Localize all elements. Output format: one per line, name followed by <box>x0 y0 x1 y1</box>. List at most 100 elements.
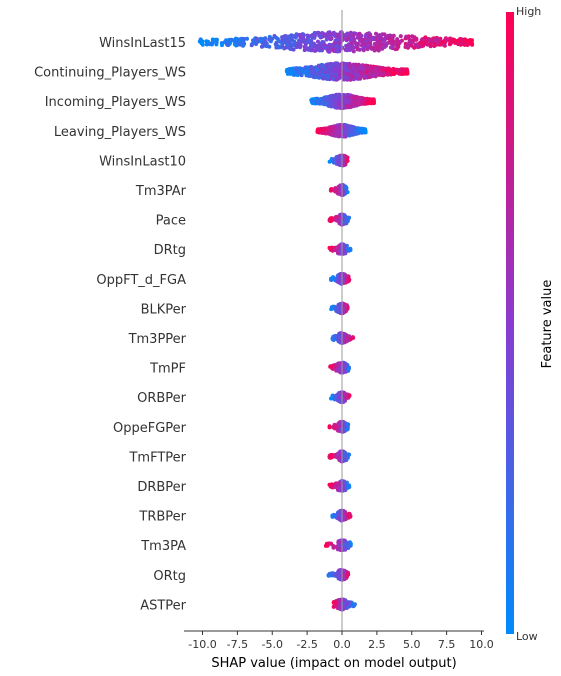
shap-point <box>392 70 397 75</box>
shap-point <box>354 76 359 81</box>
shap-point <box>436 40 441 45</box>
shap-point <box>239 36 244 41</box>
shap-point <box>394 67 399 72</box>
shap-point <box>302 38 307 43</box>
shap-point <box>351 49 356 54</box>
shap-point <box>273 42 278 47</box>
shap-point <box>409 43 414 48</box>
shap-point <box>287 35 292 40</box>
shap-point <box>330 76 335 81</box>
feature-points <box>328 183 350 197</box>
shap-point <box>363 127 368 132</box>
shap-point <box>292 43 297 48</box>
shap-point <box>332 246 337 251</box>
shap-point <box>322 32 327 37</box>
shap-point <box>274 35 279 40</box>
shap-point <box>324 95 329 100</box>
shap-point <box>329 218 334 223</box>
shap-point <box>340 97 345 102</box>
shap-point <box>378 35 383 40</box>
shap-point <box>347 96 352 100</box>
shap-point <box>337 362 342 366</box>
shap-point <box>343 134 348 139</box>
shap-point <box>310 70 315 75</box>
shap-point <box>222 40 227 45</box>
shap-point <box>288 71 293 76</box>
shap-point <box>332 41 337 46</box>
shap-point <box>381 38 386 43</box>
shap-point <box>337 41 342 46</box>
shap-point <box>345 158 350 163</box>
shap-point <box>317 97 322 102</box>
shap-point <box>357 31 362 36</box>
shap-point <box>298 40 303 45</box>
shap-point <box>399 69 404 74</box>
shap-point <box>233 36 238 41</box>
shap-point <box>338 216 342 221</box>
shap-point <box>337 102 342 107</box>
shap-point <box>318 127 323 132</box>
shap-point <box>331 160 336 165</box>
shap-point <box>349 127 354 132</box>
shap-point <box>210 40 215 45</box>
shap-point <box>334 368 339 373</box>
shap-point <box>342 220 346 225</box>
feature-points <box>327 419 351 434</box>
shap-point <box>339 154 344 159</box>
shap-point <box>404 34 409 39</box>
shap-point <box>337 455 342 460</box>
shap-point <box>357 35 362 40</box>
shap-point <box>330 127 334 132</box>
shap-point <box>323 73 328 78</box>
shap-point <box>386 33 391 38</box>
shap-point <box>258 36 263 41</box>
shap-point <box>280 43 285 48</box>
shap-point <box>345 45 350 50</box>
shap-point <box>464 41 469 46</box>
shap-point <box>398 34 403 39</box>
shap-point <box>344 103 349 108</box>
shap-point <box>310 48 314 53</box>
shap-point <box>332 484 337 489</box>
shap-point <box>347 215 352 220</box>
shap-point <box>409 40 413 45</box>
shap-point <box>340 93 345 98</box>
shap-point <box>342 361 347 366</box>
shap-point <box>332 306 337 311</box>
shap-point <box>342 274 347 278</box>
feature-points <box>329 271 352 286</box>
shap-point <box>367 37 371 42</box>
shap-point <box>373 66 378 71</box>
shap-point <box>381 66 385 70</box>
shap-point <box>293 66 298 71</box>
shap-point <box>355 95 360 100</box>
shap-point <box>379 42 384 47</box>
shap-point <box>363 33 368 38</box>
shap-point <box>374 31 378 36</box>
shap-point <box>361 48 366 53</box>
shap-point <box>331 366 335 371</box>
shap-point <box>449 39 454 44</box>
shap-point <box>332 334 337 339</box>
shap-point <box>254 36 259 41</box>
shap-point <box>245 36 249 41</box>
shap-point <box>332 49 336 53</box>
shap-point <box>331 30 336 35</box>
shap-point <box>351 132 356 137</box>
shap-point <box>432 38 437 43</box>
shap-point <box>316 63 321 68</box>
shap-point <box>443 36 448 41</box>
shap-point <box>306 35 310 40</box>
shap-point <box>334 77 339 82</box>
shap-point <box>329 455 334 460</box>
shap-point <box>234 43 239 48</box>
feature-points <box>315 122 368 139</box>
shap-point <box>358 96 363 101</box>
shap-point <box>348 248 353 252</box>
shap-point <box>295 70 300 75</box>
shap-point <box>331 157 336 162</box>
shap-point <box>346 366 351 371</box>
shap-point <box>329 482 334 487</box>
shap-point <box>375 45 380 50</box>
